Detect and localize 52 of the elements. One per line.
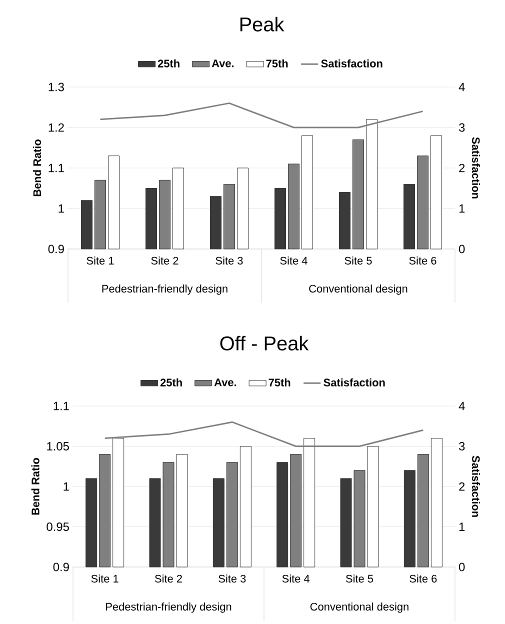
legend-label: 75th: [268, 378, 290, 386]
y-axis-title: Bend Ratio: [31, 458, 40, 515]
x-tick-label: Site 6: [409, 256, 436, 265]
y-tick-label: 1.1: [48, 164, 64, 172]
x-tick-label: Site 3: [216, 256, 243, 265]
y2-axis-title: Satisfaction: [472, 137, 480, 198]
legend-label: Ave.: [212, 60, 234, 68]
x-tick-label: Site 2: [154, 574, 182, 583]
legend-label: 75th: [266, 59, 288, 68]
chart-title: Off - Peak: [220, 336, 309, 350]
y-tick-label: 0.95: [46, 522, 69, 531]
legend-label: Satisfaction: [324, 378, 385, 386]
y-tick-label: 0.9: [53, 562, 69, 572]
y2-tick-label: 0: [458, 244, 465, 254]
x-tick-label: Site 5: [344, 256, 372, 265]
y2-axis-title: Satisfaction: [472, 456, 480, 517]
x-tick-label: Site 1: [86, 256, 114, 265]
x-tick-label: Site 4: [282, 574, 310, 583]
legend-label: Satisfaction: [321, 59, 382, 68]
line-series: [100, 102, 424, 128]
y2-tick-label: 0: [458, 562, 465, 572]
text: Pedestrian-friendly design: [106, 602, 232, 613]
y-axis-title: Bend Ratio: [32, 140, 42, 196]
text: Conventional design: [309, 284, 408, 295]
y-tick-label: 1.3: [48, 82, 64, 92]
y-tick-label: 1: [64, 482, 69, 491]
y2-tick-label: 2: [459, 482, 465, 491]
legend-label: 25th: [158, 59, 180, 68]
y-tick-label: 0.9: [48, 244, 64, 254]
x-tick-label: Site 6: [410, 574, 437, 583]
text: Conventional design: [310, 602, 408, 613]
y-tick-label: 1.2: [48, 123, 64, 132]
y2-tick-label: 3: [458, 442, 465, 450]
x-tick-label: Site 2: [151, 256, 178, 265]
y2-tick-label: 1: [459, 204, 465, 213]
x-tick-label: Site 4: [280, 256, 308, 265]
y2-tick-label: 4: [458, 402, 465, 410]
y-tick-label: 1.05: [47, 442, 69, 450]
text: Pedestrian-friendly design: [102, 284, 228, 295]
y-tick-label: 1: [58, 204, 64, 213]
legend-label: Ave.: [214, 378, 236, 386]
x-tick-label: Site 1: [91, 574, 118, 583]
line-series: [104, 421, 424, 447]
y2-tick-label: 1: [459, 522, 465, 531]
y2-tick-label: 4: [458, 82, 465, 92]
x-tick-label: Site 5: [346, 574, 374, 583]
legend-label: 25th: [160, 378, 182, 386]
y2-tick-label: 3: [458, 123, 465, 132]
chart-title: Peak: [240, 16, 284, 32]
x-tick-label: Site 3: [218, 574, 246, 583]
y2-tick-label: 2: [459, 164, 465, 172]
y-tick-label: 1.1: [54, 402, 69, 410]
